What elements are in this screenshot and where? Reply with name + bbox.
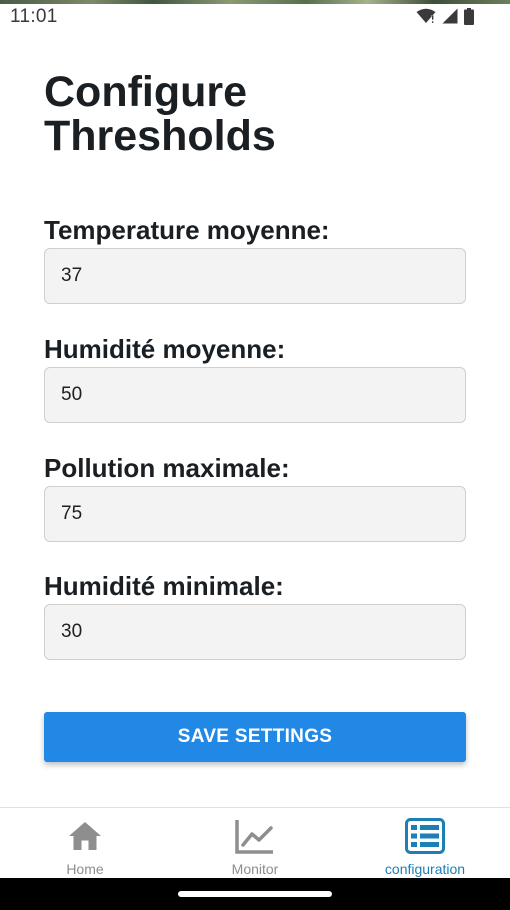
humidite-minimale-label: Humidité minimale: [44, 571, 284, 601]
tab-configuration-label: configuration [384, 861, 466, 877]
wifi-alert-icon [416, 8, 436, 24]
bottom-tab-bar: Home Monitor configuration [0, 807, 510, 879]
tab-monitor-label: Monitor [231, 861, 279, 877]
humidite-minimale-input[interactable] [44, 604, 466, 660]
line-chart-icon [234, 816, 276, 856]
tab-home-label: Home [66, 861, 104, 877]
page-title: Configure Thresholds [44, 68, 276, 160]
tab-monitor[interactable]: Monitor [170, 808, 340, 879]
humidite-moyenne-input[interactable] [44, 367, 466, 423]
home-icon [64, 816, 106, 856]
list-settings-icon [404, 816, 446, 856]
wallpaper-strip [0, 0, 510, 4]
system-navigation-bar [0, 878, 510, 910]
temperature-moyenne-label: Temperature moyenne: [44, 215, 330, 245]
cell-signal-icon [442, 8, 458, 24]
tab-home[interactable]: Home [0, 808, 170, 879]
home-indicator[interactable] [178, 891, 332, 897]
pollution-maximale-label: Pollution maximale: [44, 453, 290, 483]
save-settings-button[interactable]: SAVE SETTINGS [44, 712, 466, 762]
humidite-moyenne-label: Humidité moyenne: [44, 334, 286, 364]
pollution-maximale-input[interactable] [44, 486, 466, 542]
status-icons [416, 7, 474, 25]
battery-icon [464, 7, 474, 25]
status-bar: 11:01 [0, 0, 510, 34]
tab-configuration[interactable]: configuration [340, 808, 510, 879]
temperature-moyenne-input[interactable] [44, 248, 466, 304]
status-time: 11:01 [10, 6, 58, 27]
